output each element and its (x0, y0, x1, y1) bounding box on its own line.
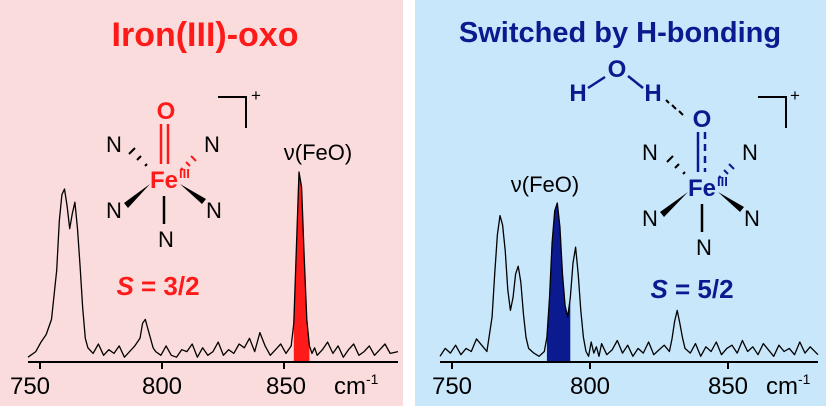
x-tick-label: 750 (10, 373, 50, 400)
x-axis-unit: cm-1 (766, 371, 811, 400)
spectrum-plot (27, 171, 399, 361)
nitrogen-atom: N (696, 235, 712, 260)
panel-iron-oxo: Iron(III)-oxo O Fe III N N N N (0, 0, 403, 406)
hydrogen-atom: H (569, 80, 586, 107)
oxidation-state: III (179, 166, 190, 181)
charge-label: + (251, 86, 261, 105)
nitrogen-atom: N (642, 206, 658, 231)
nitrogen-atom: N (158, 227, 174, 252)
x-tick-label: 800 (570, 373, 610, 400)
charge-bracket (758, 96, 787, 128)
x-tick-label: 850 (708, 373, 748, 400)
peak-label: ν(FeO) (284, 140, 352, 165)
panel-title: Switched by H-bonding (459, 17, 781, 49)
spectrum-line (439, 202, 819, 357)
oxo-atom: O (157, 98, 176, 125)
nitrogen-atom: N (742, 140, 758, 165)
panel-background (415, 0, 826, 406)
wedge-bond-lower-left (660, 192, 688, 217)
nitrogen-atom: N (106, 132, 122, 157)
spectrum-plot (439, 202, 819, 361)
hash-bond-upper-right (180, 155, 197, 171)
nitrogen-atom: N (206, 198, 222, 223)
bond-o-h-1 (587, 75, 606, 90)
oxo-atom: O (693, 106, 712, 133)
spin-state-label: S = 5/2 (650, 274, 733, 304)
nitrogen-atom: N (744, 206, 760, 231)
iron-atom: Fe (688, 175, 716, 202)
spin-state-label: S = 3/2 (116, 271, 199, 301)
hydrogen-atom: H (644, 80, 661, 107)
nitrogen-atom: N (204, 132, 220, 157)
panel-h-bonding: Switched by H-bonding H O H (415, 0, 826, 406)
wedge-bond-lower-right (180, 184, 206, 204)
hash-bond-upper-left (128, 147, 148, 167)
oxidation-state: III (717, 174, 728, 189)
x-tick-label: 850 (266, 373, 306, 400)
charge-bracket (218, 96, 247, 128)
spectrum-line (27, 171, 399, 358)
wedge-bond-lower-right (718, 192, 744, 212)
panel-divider (403, 0, 415, 406)
fe-oxo-h-bond-structure: H O H O Fe III N N N N (569, 56, 800, 260)
hash-bond-upper-right (718, 163, 735, 179)
bond-o-h-2 (627, 75, 644, 89)
water-oxygen-atom: O (608, 56, 627, 83)
peak-label: ν(FeO) (511, 172, 579, 197)
nitrogen-atom: N (642, 140, 658, 165)
iron-atom: Fe (150, 167, 178, 194)
hydrogen-bond (665, 99, 684, 116)
panel-title: Iron(III)-oxo (112, 16, 299, 54)
wedge-bond-lower-left (124, 184, 150, 208)
x-tick-label: 750 (432, 373, 472, 400)
fe-oxo-structure: O Fe III N N N N N + (106, 86, 261, 252)
nitrogen-atom: N (106, 198, 122, 223)
charge-label: + (790, 86, 800, 105)
x-tick-label: 800 (142, 373, 182, 400)
x-axis-unit: cm-1 (334, 371, 379, 400)
hash-bond-upper-left (666, 155, 686, 175)
